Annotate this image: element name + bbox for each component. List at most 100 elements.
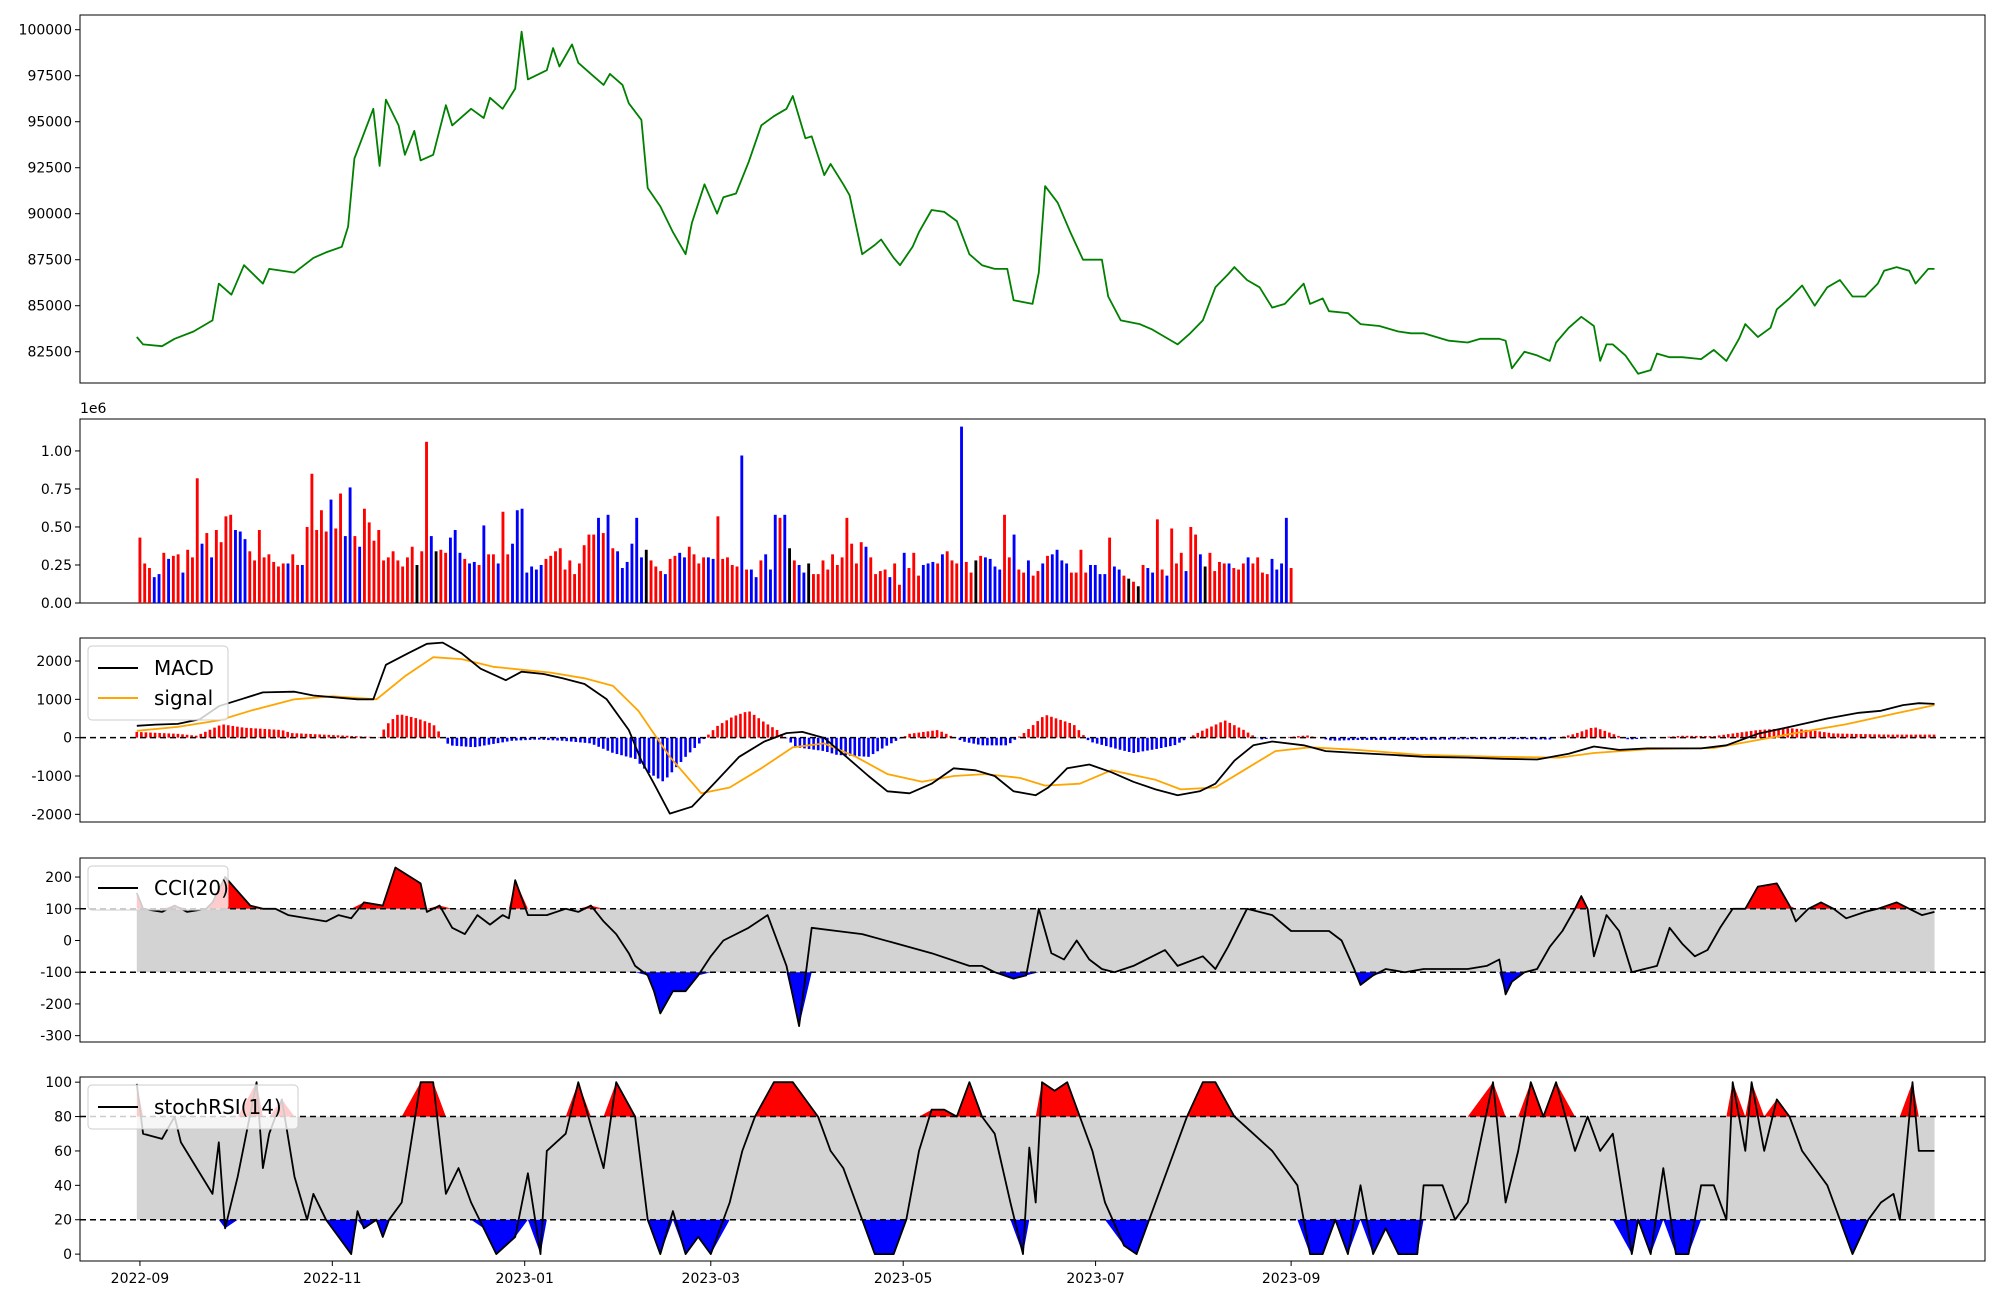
volume-bar [936, 563, 939, 603]
macd-hist-bar [396, 715, 399, 738]
volume-bar [177, 554, 180, 603]
y-tick-label: 100 [45, 1075, 72, 1091]
volume-bar [1118, 570, 1121, 603]
volume-bar [463, 559, 466, 603]
macd-hist-bar [140, 732, 143, 738]
macd-hist-bar [186, 735, 189, 738]
macd-hist-bar [849, 738, 852, 756]
macd-hist-bar [927, 731, 930, 737]
macd-hist-bar [1407, 738, 1410, 740]
volume-bar [845, 518, 848, 603]
volume-bar [1165, 576, 1168, 603]
macd-hist-bar [218, 726, 221, 738]
macd-hist-bar [753, 715, 756, 738]
macd-hist-bar [620, 738, 623, 756]
macd-hist-bar [1828, 733, 1831, 738]
volume-bar [1223, 563, 1226, 603]
volume-bar [201, 544, 204, 603]
volume-bar [1237, 570, 1240, 603]
macd-hist-bar [744, 712, 747, 738]
macd-hist-bar [721, 723, 724, 738]
volume-bar [874, 574, 877, 603]
macd-hist-bar [1160, 738, 1163, 748]
volume-bar [186, 550, 189, 603]
volume-bar [267, 554, 270, 603]
macd-hist-bar [465, 738, 468, 747]
volume-bar [158, 574, 161, 603]
macd-hist-bar [1228, 723, 1231, 738]
y-tick-label: 40 [54, 1178, 72, 1194]
volume-bar [588, 535, 591, 603]
macd-hist-bar [1677, 736, 1680, 738]
volume-bar [263, 557, 266, 603]
y-tick-label: 60 [54, 1144, 72, 1160]
volume-bar [272, 562, 275, 603]
macd-hist-bar [259, 729, 262, 738]
volume-bar [764, 554, 767, 603]
macd-hist-bar [1142, 738, 1145, 752]
macd-hist-bar [1603, 731, 1606, 738]
volume-bar [1046, 556, 1049, 603]
volume-bar [908, 568, 911, 603]
volume-bar [545, 559, 548, 603]
y-tick-label: 20 [54, 1213, 72, 1229]
macd-hist-bar [1608, 733, 1611, 738]
macd-hist-bar [1215, 724, 1218, 737]
volume-bar [1099, 574, 1102, 603]
volume-bar [502, 512, 505, 603]
macd-hist-bar [222, 725, 225, 738]
macd-hist-bar [1590, 728, 1593, 738]
macd-hist-bar [1046, 715, 1049, 737]
macd-hist-bar [1210, 727, 1213, 738]
volume-bar [205, 533, 208, 603]
volume-bar [559, 548, 562, 603]
y-tick-label: 82500 [27, 345, 72, 361]
y-tick-label: 2000 [36, 654, 72, 670]
macd-hist-bar [1128, 738, 1131, 752]
macd-hist-bar [1576, 733, 1579, 738]
macd-hist-bar [1599, 729, 1602, 737]
macd-hist-bar [556, 738, 559, 741]
macd-hist-bar [469, 738, 472, 747]
y-tick-label: -200 [40, 997, 72, 1013]
volume-bar [951, 560, 954, 603]
macd-hist-bar [977, 738, 980, 745]
volume-bar [755, 577, 758, 603]
macd-hist-bar [1114, 738, 1117, 749]
macd-hist-bar [693, 738, 696, 748]
macd-hist-bar [794, 738, 797, 747]
macd-hist-bar [1800, 729, 1803, 737]
macd-hist-bar [1174, 738, 1177, 745]
volume-bar [941, 554, 944, 603]
macd-hist-bar [414, 718, 417, 738]
macd-hist-bar [982, 738, 985, 746]
volume-bar [449, 538, 452, 603]
volume-bar [392, 551, 395, 603]
macd-hist-bar [1087, 738, 1090, 740]
macd-hist-bar [858, 738, 861, 757]
volume-bar [817, 574, 820, 603]
macd-hist-bar [1306, 736, 1309, 738]
y-tick-label: 0 [63, 731, 72, 747]
y-tick-label: -300 [40, 1029, 72, 1045]
macd-hist-bar [232, 726, 235, 738]
volume-bar [315, 530, 318, 603]
volume-bar [707, 557, 710, 603]
volume-bar [420, 551, 423, 603]
macd-hist-bar [1736, 733, 1739, 738]
macd-hist-bar [1297, 736, 1300, 738]
volume-bar [191, 557, 194, 603]
macd-hist-bar [1466, 738, 1469, 740]
y-tick-label: 0.50 [41, 520, 72, 536]
volume-bar [597, 518, 600, 603]
volume-bar [1208, 553, 1211, 603]
volume-bar [334, 528, 337, 603]
volume-bar [1175, 563, 1178, 603]
y-tick-label: 90000 [27, 207, 72, 223]
volume-bar [912, 553, 915, 603]
volume-bar [540, 565, 543, 603]
y-tick-label: 95000 [27, 115, 72, 131]
volume-bar [1127, 579, 1130, 603]
